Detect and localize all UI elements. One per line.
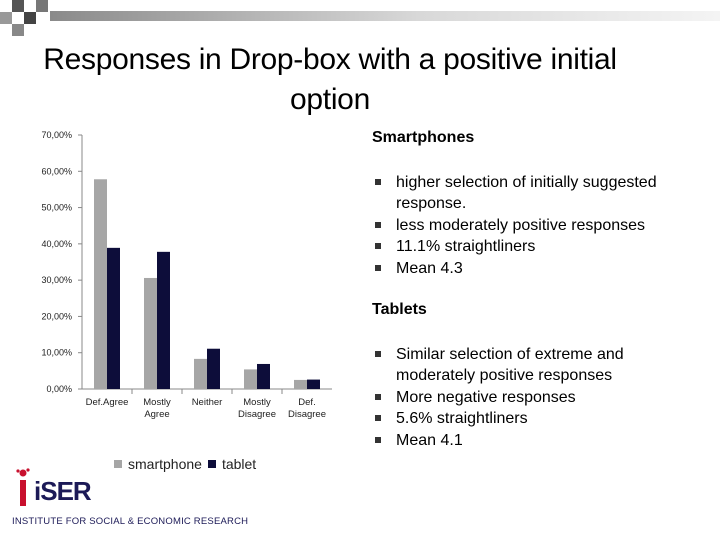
- bullet-item: Mean 4.3: [372, 258, 702, 280]
- bullet-item: Similar selection of extreme and moderat…: [372, 344, 702, 387]
- tablets-notes: Tablets Similar selection of extreme and…: [372, 299, 702, 451]
- smartphones-notes: Smartphones higher selection of initiall…: [372, 127, 702, 279]
- bar-tablet: [257, 363, 270, 389]
- x-tick-label: Disagree: [288, 409, 326, 420]
- x-tick-label: Mostly: [143, 397, 171, 408]
- bar-smartphone: [194, 358, 207, 389]
- bar-tablet: [307, 379, 320, 389]
- x-tick-label: Agree: [144, 409, 169, 420]
- bullet-item: higher selection of initially suggested …: [372, 172, 702, 215]
- slide-title: Responses in Drop-box with a positive in…: [43, 43, 617, 116]
- bullet-icon: [375, 415, 381, 421]
- legend-swatch-tablet: [207, 460, 216, 468]
- legend-label-tablet: tablet: [221, 456, 257, 472]
- bar-smartphone: [244, 369, 257, 389]
- bar-chart: 0,00% 10,00% 20,00% 30,00% 40,00% 50,00% 60,00…: [41, 130, 332, 420]
- bullet-item: Mean 4.1: [372, 430, 702, 452]
- bullet-icon: [375, 221, 381, 228]
- chart-legend: smartphone tablet: [114, 456, 256, 472]
- smartphones-bullets: higher selection of initially suggested …: [372, 172, 702, 280]
- bullet-item: 11.1% straightliners: [372, 236, 702, 258]
- header-gradient-bar: [50, 11, 720, 21]
- y-tick-label: 60,00%: [41, 166, 72, 176]
- logo-tagline: INSTITUTE FOR SOCIAL & ECONOMIC RESEARCH: [12, 516, 249, 527]
- bullet-icon: [375, 436, 381, 443]
- bar-tablet: [107, 247, 120, 389]
- logo-mark-icon: [16, 468, 30, 506]
- tablets-heading: Tablets: [372, 301, 427, 318]
- bullet-icon: [375, 350, 381, 357]
- y-tick-label: 0,00%: [46, 384, 72, 394]
- bullet-icon: [375, 393, 381, 400]
- tablets-bullets: Similar selection of extreme and moderat…: [372, 344, 702, 452]
- bullet-item: More negative responses: [372, 387, 702, 409]
- x-tick-label: Mostly: [243, 397, 271, 408]
- y-tick-label: 50,00%: [41, 203, 72, 213]
- x-tick-label: Disagree: [238, 409, 276, 420]
- bar-tablet: [157, 251, 170, 389]
- y-tick-label: 30,00%: [41, 275, 72, 285]
- bullet-icon: [375, 243, 381, 249]
- x-tick-label: Neither: [192, 397, 223, 408]
- bullet-icon: [375, 264, 381, 271]
- bar-smartphone: [144, 277, 157, 389]
- bullet-item: 5.6% straightliners: [372, 408, 702, 430]
- decorative-header: [0, 0, 720, 36]
- legend-swatch-smartphone: [114, 460, 122, 468]
- iser-logo: iSER INSTITUTE FOR SOCIAL & ECONOMIC RES…: [12, 468, 262, 530]
- bar-tablet: [207, 348, 220, 389]
- bar-smartphone: [294, 379, 307, 389]
- bullet-icon: [375, 178, 381, 185]
- y-tick-label: 20,00%: [41, 311, 72, 321]
- y-tick-label: 70,00%: [41, 130, 72, 140]
- legend-label-smartphone: smartphone: [128, 456, 202, 472]
- x-tick-label: Def.Agree: [86, 397, 129, 408]
- smartphones-heading: Smartphones: [372, 129, 475, 146]
- logo-wordmark: iSER: [34, 476, 92, 506]
- y-tick-label: 10,00%: [41, 348, 72, 358]
- x-tick-label: Def.: [298, 397, 315, 408]
- bar-smartphone: [94, 179, 107, 389]
- y-tick-label: 40,00%: [41, 239, 72, 249]
- bullet-item: less moderately positive responses: [372, 215, 702, 237]
